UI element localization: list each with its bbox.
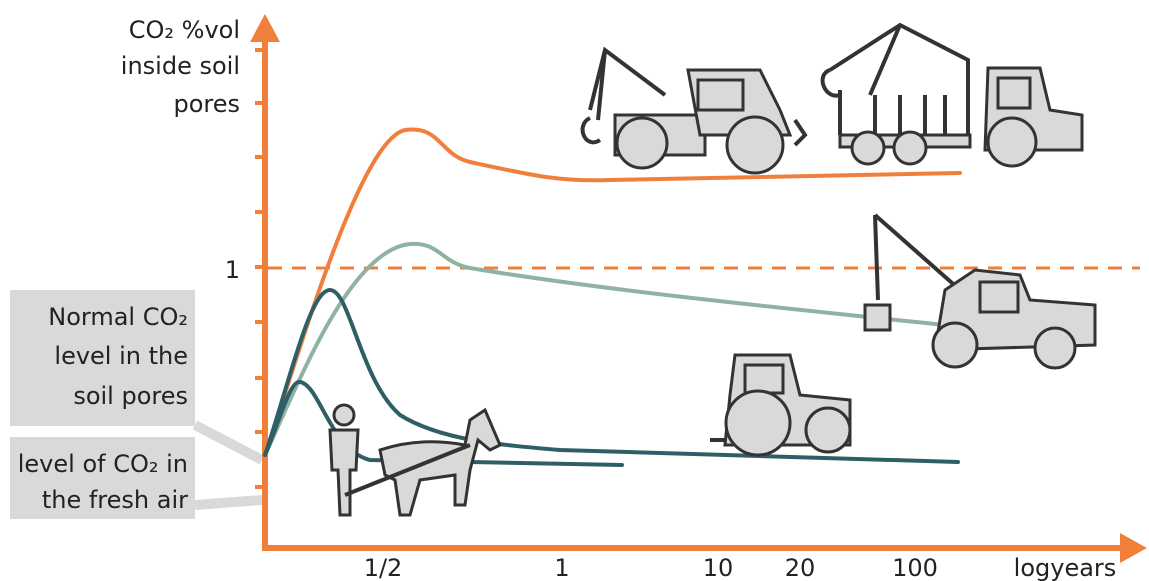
x-tick-label: 20 [785,554,816,581]
callout-box [10,437,195,519]
callout-text: soil pores [73,382,188,410]
tractor [710,353,852,457]
x-axis-unit: logyears [1014,554,1117,581]
forestry-machine [580,46,808,175]
y-tick-label: 1 [225,256,240,284]
callout-box [10,290,195,426]
connector [192,420,265,510]
x-tick-label: 1 [554,554,569,581]
x-tick-label: 100 [892,554,938,581]
callout-text: level in the [54,342,188,370]
forestry-machine [820,22,1084,168]
callout-text: level of CO₂ in [18,450,188,478]
axes [250,14,1147,563]
callout-text: Normal CO₂ [48,303,188,331]
y-axis-label: inside soil [121,52,240,80]
y-axis-label: CO₂ %vol [129,16,240,44]
forestry-machine [863,213,1097,370]
horse-logging [328,403,502,517]
x-tick-label: 10 [703,554,734,581]
y-axis-label: pores [173,90,240,118]
x-tick-label: 1/2 [364,554,403,581]
callout-text: the fresh air [42,486,188,514]
curves [263,127,962,467]
